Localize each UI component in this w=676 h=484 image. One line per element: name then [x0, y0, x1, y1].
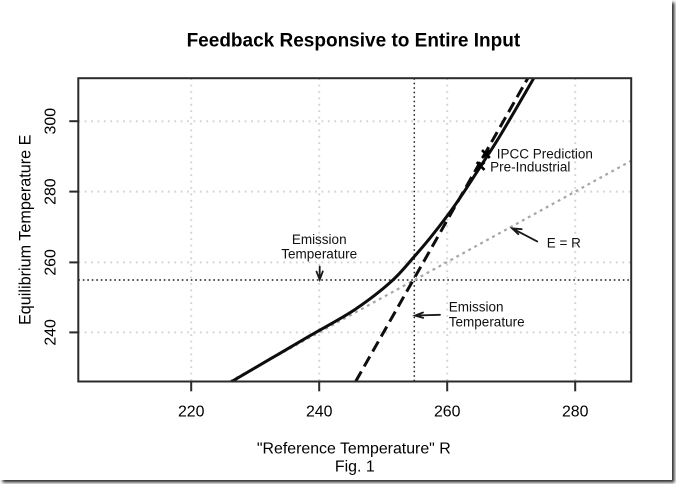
svg-text:Pre-Industrial: Pre-Industrial — [490, 159, 570, 174]
svg-text:Equilibrium Temperature E: Equilibrium Temperature E — [17, 134, 35, 325]
svg-text:220: 220 — [178, 404, 205, 421]
svg-text:240: 240 — [306, 404, 333, 421]
svg-text:Emission: Emission — [292, 232, 347, 247]
svg-text:"Reference Temperature" R: "Reference Temperature" R — [257, 441, 451, 458]
svg-text:Temperature: Temperature — [281, 247, 357, 262]
svg-text:IPCC Prediction: IPCC Prediction — [497, 146, 593, 161]
svg-text:300: 300 — [43, 108, 60, 135]
svg-text:Emission: Emission — [449, 299, 504, 314]
svg-text:Temperature: Temperature — [449, 315, 525, 330]
svg-text:E = R: E = R — [547, 235, 581, 250]
svg-text:Feedback Responsive to Entire: Feedback Responsive to Entire Input — [187, 30, 521, 51]
svg-text:280: 280 — [43, 178, 60, 205]
svg-text:260: 260 — [43, 249, 60, 276]
svg-text:240: 240 — [43, 319, 60, 346]
svg-text:Fig. 1: Fig. 1 — [335, 459, 375, 476]
svg-text:260: 260 — [434, 404, 461, 421]
svg-text:280: 280 — [562, 404, 589, 421]
